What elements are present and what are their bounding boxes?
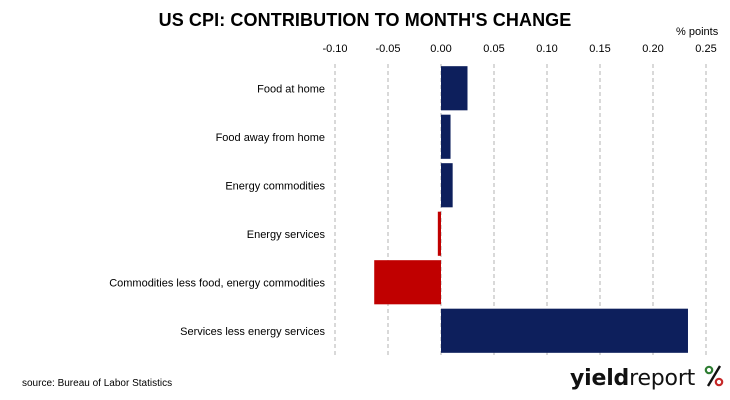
- x-tick-label: 0.10: [536, 43, 557, 55]
- x-tick-label: -0.05: [375, 43, 400, 55]
- category-label: Services less energy services: [180, 326, 325, 338]
- bar: [441, 308, 688, 353]
- logo-percent-icon: [704, 365, 724, 387]
- unit-label: % points: [676, 26, 719, 38]
- source-note: source: Bureau of Labor Statistics: [22, 378, 173, 389]
- bar: [374, 260, 441, 305]
- bar-chart: -0.10 -0.05 0.00 0.05 0.10 0.15 0.20 0.25 Food a…: [109, 43, 717, 355]
- category-label: Food at home: [257, 83, 325, 95]
- x-tick-label: 0.00: [430, 43, 451, 55]
- bar: [441, 163, 453, 208]
- x-tick-label: 0.20: [642, 43, 663, 55]
- logo-word-yield: yield: [570, 366, 630, 391]
- logo-word-report: report: [629, 366, 696, 391]
- x-tick-label: -0.10: [322, 43, 347, 55]
- category-label: Energy commodities: [225, 180, 325, 192]
- bar: [441, 114, 451, 159]
- x-tick-label: 0.25: [695, 43, 716, 55]
- x-tick-label: 0.05: [483, 43, 504, 55]
- category-label: Energy services: [247, 229, 326, 241]
- yieldreport-logo: yieldreport: [570, 364, 724, 391]
- category-label: Food away from home: [216, 132, 325, 144]
- category-label: Commodities less food, energy commoditie…: [109, 277, 325, 289]
- bar: [441, 66, 468, 111]
- bar: [437, 211, 441, 256]
- chart-title: US CPI: CONTRIBUTION TO MONTH'S CHANGE: [158, 10, 572, 30]
- x-tick-label: 0.15: [589, 43, 610, 55]
